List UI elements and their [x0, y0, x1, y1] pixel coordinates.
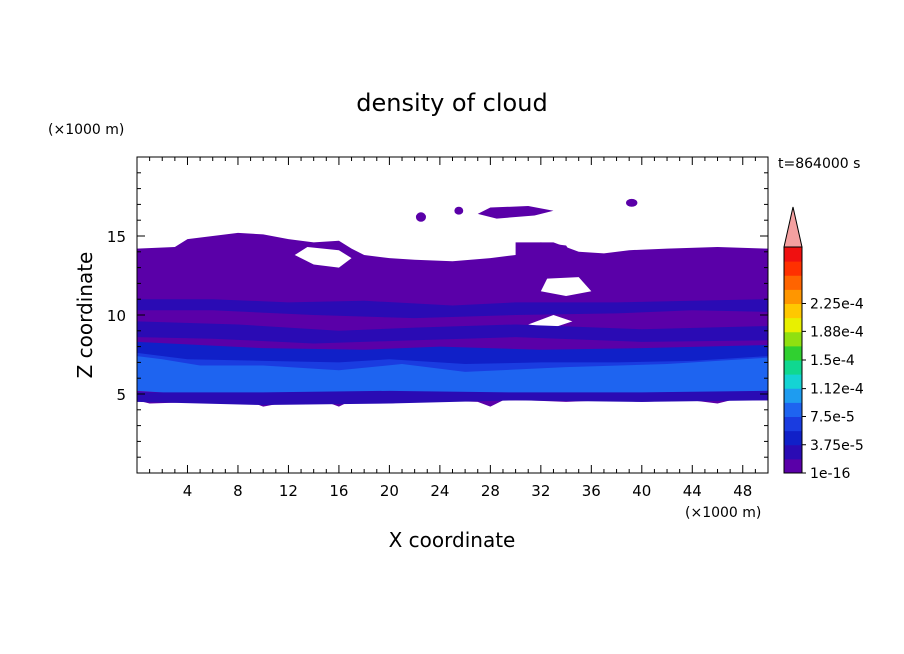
colorbar-segment: [784, 388, 802, 403]
colorbar-segment: [784, 289, 802, 304]
x-tick-label: 16: [329, 482, 348, 500]
cloud-patch: [454, 206, 464, 215]
time-label: t=864000 s: [778, 156, 860, 172]
density-band: [137, 321, 768, 344]
x-tick-label: 20: [380, 482, 399, 500]
x-tick-label: 44: [683, 482, 702, 500]
x-axis-label: X coordinate: [389, 528, 516, 552]
colorbar-segment: [784, 402, 802, 417]
x-tick-label: 48: [733, 482, 752, 500]
chart-title: density of cloud: [356, 89, 547, 117]
x-tick-label: 36: [582, 482, 601, 500]
x-tick-label: 40: [632, 482, 651, 500]
colorbar-label: 1.5e-4: [810, 353, 855, 369]
colorbar-segment: [784, 247, 802, 262]
cloud-patch: [626, 198, 638, 207]
colorbar-segment: [784, 458, 802, 474]
y-unit-label: (×1000 m): [48, 122, 124, 138]
x-tick-label: 24: [430, 482, 449, 500]
x-tick-label: 28: [481, 482, 500, 500]
colorbar-extend-triangle: [783, 206, 803, 248]
density-band: [137, 390, 768, 406]
colorbar-label: 3.75e-5: [810, 438, 864, 454]
y-tick-label: 5: [116, 386, 126, 404]
colorbar-label: 1.88e-4: [810, 324, 864, 340]
colorbar-label: 1.12e-4: [810, 382, 864, 398]
colorbar-segment: [784, 360, 802, 375]
axis-ticks: [137, 157, 768, 473]
colorbar-segment: [784, 444, 802, 460]
x-tick-label: 12: [279, 482, 298, 500]
clear-gap: [540, 277, 592, 297]
colorbar-segment: [784, 331, 802, 347]
colorbar-segment: [784, 261, 802, 276]
colorbar-segment: [784, 275, 802, 290]
cloud-patch: [415, 212, 426, 222]
density-band: [137, 356, 768, 396]
x-unit-label: (×1000 m): [685, 505, 761, 521]
y-tick-label: 15: [107, 228, 126, 246]
colorbar-segment: [784, 317, 802, 333]
cloud-density-field: [137, 198, 768, 407]
colorbar-labels: 2.25e-4 1.88e-4 1.5e-4 1.12e-4 7.5e-5 3.75e-5…: [802, 297, 864, 482]
density-band: [137, 299, 768, 319]
y-axis-label: Z coordinate: [73, 252, 97, 379]
x-tick-label: 32: [531, 482, 550, 500]
colorbar-segment: [784, 430, 802, 446]
clear-gap: [294, 247, 352, 268]
cloud-patch: [477, 205, 554, 219]
colorbar: [783, 206, 803, 474]
clear-gap: [528, 315, 573, 328]
colorbar-segment: [784, 416, 802, 432]
colorbar-segment: [784, 374, 802, 389]
colorbar-label: 7.5e-5: [810, 410, 855, 426]
x-tick-label: 8: [233, 482, 243, 500]
colorbar-label: 2.25e-4: [810, 297, 864, 313]
colorbar-label: 1e-16: [810, 466, 850, 482]
x-tick-label: 4: [183, 482, 193, 500]
colorbar-segment: [784, 303, 802, 319]
colorbar-segment: [784, 345, 802, 361]
cloud-patch: [515, 242, 573, 259]
y-tick-label: 10: [107, 307, 126, 325]
